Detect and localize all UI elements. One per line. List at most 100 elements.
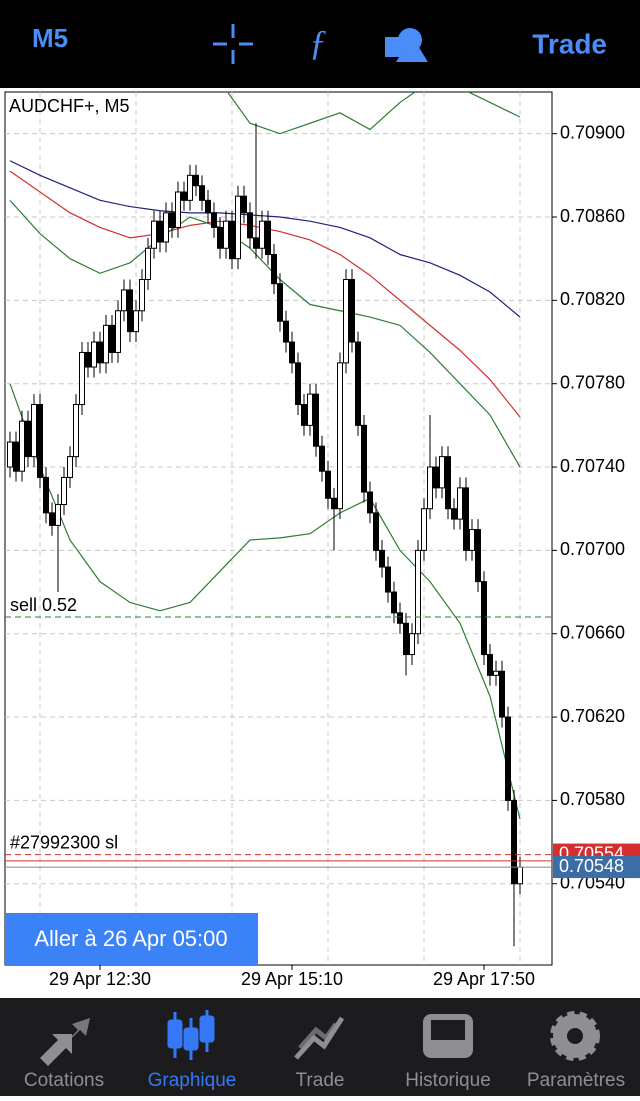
tab-label[interactable]: Paramètres [527, 1070, 625, 1091]
candle-body [283, 320, 289, 343]
candle-body [439, 456, 445, 489]
candle-body [337, 362, 343, 510]
candle-body [175, 191, 181, 228]
candle-body [145, 247, 151, 281]
candle-body [301, 404, 307, 426]
candle-body [373, 512, 379, 551]
candle-body [505, 716, 511, 801]
candle-body [163, 212, 169, 243]
x-tick-label: 29 Apr 17:50 [433, 969, 535, 989]
candle-body [79, 351, 85, 406]
candle-body [307, 393, 313, 426]
candle-body [391, 591, 397, 614]
tab-bar [0, 998, 640, 1096]
candle-body [277, 283, 283, 322]
candle-body [325, 470, 331, 499]
objects-icon[interactable] [385, 28, 428, 62]
y-tick-label: 0.70860 [560, 206, 625, 226]
candle-body [109, 324, 115, 353]
plot [5, 92, 552, 965]
candle-body [61, 476, 67, 506]
tab-label[interactable]: Graphique [148, 1070, 237, 1091]
goto-button-label[interactable]: Aller à 26 Apr 05:00 [34, 926, 227, 951]
candle-body [349, 279, 355, 343]
tab-icon-trade[interactable] [294, 1016, 345, 1060]
candle-body [247, 212, 253, 239]
candle-body [73, 404, 79, 458]
tab-label[interactable]: Cotations [24, 1070, 104, 1091]
y-tick-label: 0.70900 [560, 122, 625, 142]
candle-body [463, 487, 469, 551]
tab-icon-chart[interactable] [167, 1010, 215, 1060]
candle-body [271, 254, 277, 285]
candle-body [25, 420, 31, 458]
candle-body [427, 466, 433, 510]
price-box [553, 856, 640, 879]
tab-label[interactable]: Trade [296, 1070, 345, 1091]
candle-body [223, 220, 229, 249]
candle-body [331, 497, 337, 510]
candle-body [139, 279, 145, 312]
candle-body [199, 185, 205, 201]
candle-body [265, 220, 271, 256]
indicators-icon[interactable]: ƒ [309, 22, 327, 62]
candle-body [181, 191, 187, 201]
y-tick-label: 0.70580 [560, 789, 625, 809]
candle-body [379, 549, 385, 568]
candle-body [475, 529, 481, 583]
candle-body [313, 393, 319, 447]
candle-body [205, 199, 211, 214]
candle-body [127, 289, 133, 333]
candle-body [97, 341, 103, 364]
candle-body [115, 310, 121, 353]
timeframe-button[interactable]: M5 [32, 23, 68, 53]
candle-body [49, 512, 55, 526]
y-tick-label: 0.70620 [560, 706, 625, 726]
goto-button[interactable] [5, 913, 258, 965]
candle-body [157, 220, 163, 243]
candle-body [289, 341, 295, 364]
level-label: #27992300 sl [10, 832, 118, 852]
candle-body [133, 310, 139, 333]
candle-body [433, 466, 439, 489]
candle-body [211, 212, 217, 228]
candle-body [367, 491, 373, 514]
y-tick-label: 0.70780 [560, 372, 625, 392]
candle-body [169, 212, 175, 228]
candle-body [85, 351, 91, 368]
tab-label[interactable]: Historique [405, 1070, 491, 1091]
trade-button[interactable]: Trade [532, 28, 607, 59]
x-tick-label: 29 Apr 12:30 [49, 969, 151, 989]
plot-area [4, 91, 553, 966]
chart-title: AUDCHF+, M5 [9, 96, 130, 116]
crosshair-icon[interactable] [213, 24, 253, 64]
indicator-line [9, 383, 521, 820]
tab-icon-history[interactable] [423, 1014, 473, 1058]
price-box-label: 0.70548 [559, 856, 624, 876]
candle-body [295, 362, 301, 406]
candle-body [421, 508, 427, 551]
candle-body [469, 529, 475, 551]
candle-body [67, 456, 73, 478]
candle-body [217, 226, 223, 249]
candle-body [43, 476, 49, 514]
candle-body [487, 654, 493, 676]
tabs: Cotations Graphique Trade Historique Paramèt… [24, 1070, 625, 1091]
candle-body [445, 456, 451, 510]
indicator-line [9, 199, 521, 468]
candle-body [403, 622, 409, 656]
axis: 0.705400.705800.706200.706600.707000.707… [49, 122, 625, 988]
candle-body [235, 195, 241, 260]
candle-body [241, 195, 247, 214]
candle-body [355, 341, 361, 426]
tab-icon-quotes[interactable] [40, 1018, 90, 1066]
x-tick-label: 29 Apr 15:10 [241, 969, 343, 989]
y-tick-label: 0.70660 [560, 622, 625, 642]
candle-body [37, 404, 43, 478]
tab-icon-settings[interactable] [550, 1011, 600, 1061]
candle-body [457, 487, 463, 520]
candle-body [361, 424, 367, 493]
indicator-line [226, 92, 521, 135]
candle-body [7, 441, 13, 468]
